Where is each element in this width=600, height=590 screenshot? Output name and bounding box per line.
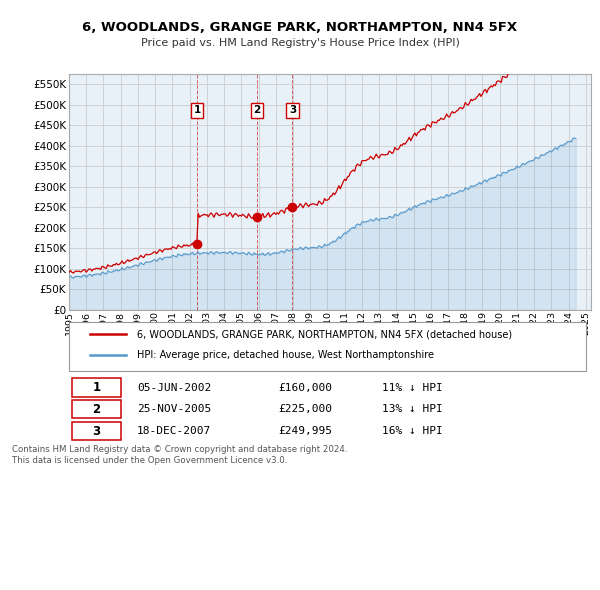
Text: 6, WOODLANDS, GRANGE PARK, NORTHAMPTON, NN4 5FX (detached house): 6, WOODLANDS, GRANGE PARK, NORTHAMPTON, … <box>137 329 512 339</box>
Text: 11% ↓ HPI: 11% ↓ HPI <box>382 382 443 392</box>
Text: 3: 3 <box>92 425 101 438</box>
FancyBboxPatch shape <box>71 422 121 440</box>
Text: 1: 1 <box>194 105 201 115</box>
Text: £225,000: £225,000 <box>278 404 332 414</box>
FancyBboxPatch shape <box>69 322 586 371</box>
Text: 25-NOV-2005: 25-NOV-2005 <box>137 404 211 414</box>
Text: £160,000: £160,000 <box>278 382 332 392</box>
Text: Price paid vs. HM Land Registry's House Price Index (HPI): Price paid vs. HM Land Registry's House … <box>140 38 460 48</box>
Text: £249,995: £249,995 <box>278 426 332 436</box>
Text: Contains HM Land Registry data © Crown copyright and database right 2024.
This d: Contains HM Land Registry data © Crown c… <box>12 445 347 465</box>
Text: 18-DEC-2007: 18-DEC-2007 <box>137 426 211 436</box>
Text: 6, WOODLANDS, GRANGE PARK, NORTHAMPTON, NN4 5FX: 6, WOODLANDS, GRANGE PARK, NORTHAMPTON, … <box>82 21 518 34</box>
Text: 1: 1 <box>92 381 101 394</box>
Text: HPI: Average price, detached house, West Northamptonshire: HPI: Average price, detached house, West… <box>137 350 434 360</box>
Text: 13% ↓ HPI: 13% ↓ HPI <box>382 404 443 414</box>
FancyBboxPatch shape <box>71 378 121 396</box>
Text: 16% ↓ HPI: 16% ↓ HPI <box>382 426 443 436</box>
FancyBboxPatch shape <box>71 400 121 418</box>
Text: 2: 2 <box>253 105 260 115</box>
Text: 05-JUN-2002: 05-JUN-2002 <box>137 382 211 392</box>
Text: 3: 3 <box>289 105 296 115</box>
Text: 2: 2 <box>92 403 101 416</box>
